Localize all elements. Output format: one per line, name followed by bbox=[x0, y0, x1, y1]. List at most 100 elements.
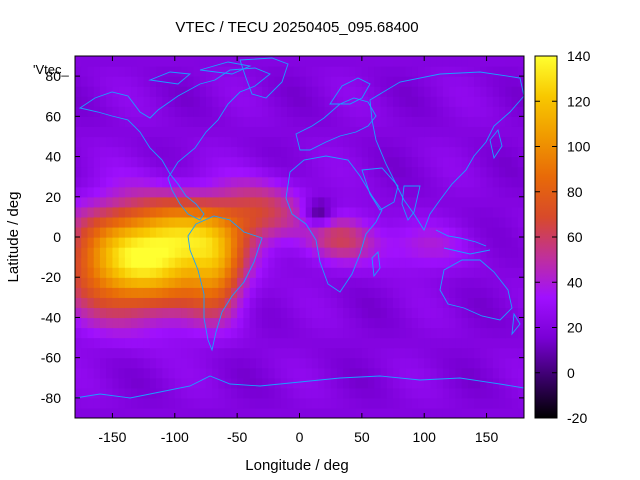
heat-cell bbox=[374, 297, 382, 308]
heat-cell bbox=[386, 76, 394, 87]
heat-cell bbox=[205, 237, 213, 248]
heat-cell bbox=[386, 206, 394, 218]
heat-cell bbox=[230, 226, 238, 238]
heat-cell bbox=[380, 126, 388, 138]
heat-cell bbox=[280, 247, 288, 258]
heat-cell bbox=[287, 297, 294, 308]
heat-cell bbox=[318, 136, 326, 148]
heat-cell bbox=[480, 196, 488, 208]
heat-cell bbox=[424, 307, 432, 319]
heat-cell bbox=[405, 337, 413, 349]
heat-cell bbox=[174, 196, 182, 208]
heat-cell bbox=[486, 337, 494, 349]
heat-cell bbox=[318, 106, 326, 117]
heat-cell bbox=[411, 196, 419, 208]
heat-cell bbox=[517, 287, 524, 298]
heat-cell bbox=[474, 116, 481, 127]
heat-cell bbox=[212, 226, 220, 238]
heat-cell bbox=[93, 287, 101, 298]
heat-cell bbox=[336, 226, 344, 238]
heat-cell bbox=[374, 347, 382, 359]
heat-cell bbox=[199, 146, 207, 158]
heat-cell bbox=[218, 247, 226, 258]
heat-cell bbox=[461, 247, 469, 258]
heat-cell bbox=[424, 216, 432, 228]
heat-cell bbox=[374, 186, 382, 198]
heat-cell bbox=[124, 176, 132, 188]
heat-cell bbox=[399, 186, 407, 198]
heat-cell bbox=[517, 317, 524, 329]
heat-cell bbox=[230, 397, 238, 409]
heat-cell bbox=[99, 176, 107, 188]
heat-cell bbox=[131, 297, 138, 308]
heat-cell bbox=[168, 407, 176, 418]
heat-cell bbox=[293, 66, 301, 77]
heat-cell bbox=[243, 267, 251, 278]
heat-cell bbox=[112, 216, 120, 228]
heat-cell bbox=[480, 397, 488, 409]
heat-cell bbox=[430, 237, 438, 248]
heat-cell bbox=[318, 397, 326, 409]
heat-cell bbox=[505, 196, 513, 208]
heat-cell bbox=[162, 317, 170, 329]
heat-cell bbox=[106, 297, 114, 308]
heat-cell bbox=[237, 156, 244, 168]
heat-cell bbox=[492, 257, 500, 268]
heat-cell bbox=[461, 116, 469, 127]
heat-cell bbox=[411, 357, 419, 369]
heat-cell bbox=[293, 347, 301, 359]
heat-cell bbox=[99, 156, 107, 168]
heat-cell bbox=[480, 86, 488, 97]
heat-cell bbox=[112, 136, 120, 148]
heat-cell bbox=[137, 237, 145, 248]
heat-cell bbox=[411, 106, 419, 117]
heat-cell bbox=[287, 307, 294, 319]
heat-cell bbox=[75, 257, 82, 268]
heat-cell bbox=[517, 297, 524, 308]
heat-cell bbox=[436, 146, 444, 158]
heat-cell bbox=[268, 196, 276, 208]
heat-cell bbox=[230, 156, 238, 168]
heat-cell bbox=[149, 226, 157, 238]
heat-cell bbox=[505, 166, 513, 178]
heat-cell bbox=[112, 206, 120, 218]
heat-cell bbox=[399, 237, 407, 248]
heat-cell bbox=[492, 116, 500, 127]
heat-cell bbox=[517, 126, 524, 138]
heat-cell bbox=[287, 56, 294, 67]
heat-cell bbox=[156, 397, 163, 409]
heat-cell bbox=[280, 86, 288, 97]
heat-cell bbox=[262, 166, 269, 178]
heat-cell bbox=[399, 116, 407, 127]
heat-cell bbox=[87, 186, 95, 198]
heat-cell bbox=[393, 226, 400, 238]
heat-cell bbox=[75, 337, 82, 349]
heat-cell bbox=[99, 196, 107, 208]
heat-cell bbox=[118, 96, 126, 107]
heat-cell bbox=[355, 186, 363, 198]
heat-cell bbox=[386, 357, 394, 369]
heat-cell bbox=[405, 96, 413, 107]
heat-cell bbox=[137, 156, 145, 168]
heat-cell bbox=[118, 407, 126, 418]
heat-cell bbox=[230, 297, 238, 308]
heat-cell bbox=[230, 66, 238, 77]
heat-cell bbox=[218, 176, 226, 188]
heat-cell bbox=[517, 156, 524, 168]
heat-cell bbox=[255, 126, 263, 138]
heat-cell bbox=[137, 327, 145, 339]
heat-cell bbox=[330, 176, 338, 188]
heat-cell bbox=[474, 357, 481, 369]
heat-cell bbox=[480, 156, 488, 168]
heat-cell bbox=[511, 86, 519, 97]
heat-cell bbox=[93, 56, 101, 67]
heat-cell bbox=[324, 126, 332, 138]
heat-cell bbox=[280, 206, 288, 218]
heat-cell bbox=[361, 307, 369, 319]
heat-cell bbox=[424, 377, 432, 389]
heat-cell bbox=[118, 116, 126, 127]
heat-cell bbox=[411, 156, 419, 168]
heat-cell bbox=[224, 126, 232, 138]
heat-cell bbox=[230, 347, 238, 359]
heat-cell bbox=[118, 357, 126, 369]
